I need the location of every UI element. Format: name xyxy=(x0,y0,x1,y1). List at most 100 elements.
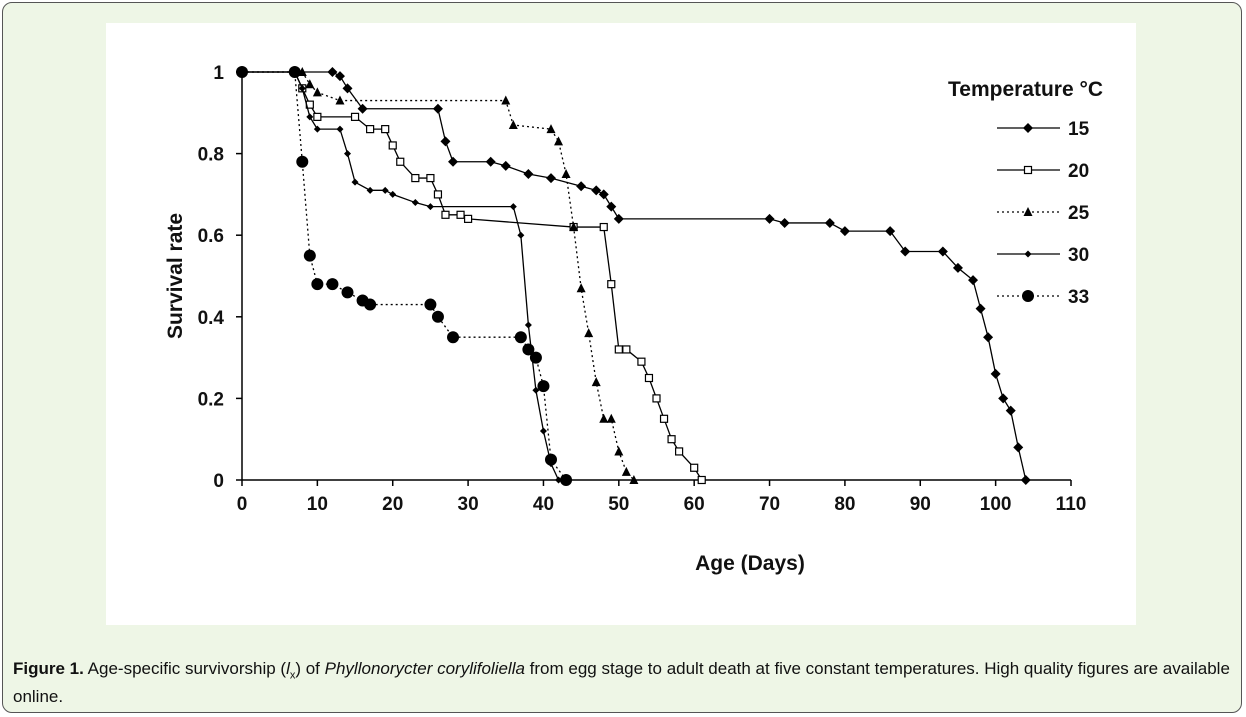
marker xyxy=(613,213,624,224)
marker xyxy=(839,226,850,237)
marker xyxy=(313,125,321,133)
marker xyxy=(500,160,511,171)
legend-label: 20 xyxy=(1068,161,1089,182)
marker xyxy=(659,414,669,423)
marker xyxy=(303,249,316,262)
marker xyxy=(366,186,374,194)
marker xyxy=(341,286,354,299)
x-tick-label: 100 xyxy=(980,494,1012,515)
marker xyxy=(344,150,352,158)
y-tick-label: 0.2 xyxy=(198,389,224,410)
marker xyxy=(675,447,684,456)
x-axis-label: Age (Days) xyxy=(695,552,805,575)
marker xyxy=(426,173,435,183)
marker xyxy=(539,427,547,435)
x-tick-label: 60 xyxy=(684,494,705,515)
marker xyxy=(447,331,460,344)
marker xyxy=(1020,475,1031,485)
marker xyxy=(1024,250,1032,258)
marker xyxy=(968,275,979,286)
marker xyxy=(411,199,419,207)
marker xyxy=(599,222,608,232)
marker xyxy=(357,103,368,114)
marker xyxy=(779,217,790,228)
marker xyxy=(584,328,594,338)
marker xyxy=(524,321,532,329)
marker xyxy=(312,87,322,97)
caption-species: Phyllonorycter corylifoliella xyxy=(324,659,525,678)
marker xyxy=(606,413,616,423)
marker xyxy=(298,84,306,92)
marker xyxy=(1023,123,1033,133)
marker xyxy=(501,95,511,105)
marker xyxy=(576,283,586,293)
marker xyxy=(351,178,359,186)
marker xyxy=(697,475,706,485)
caption-var: l xyxy=(286,659,290,678)
marker xyxy=(432,103,443,114)
series-line xyxy=(242,71,560,481)
marker xyxy=(652,394,661,403)
marker xyxy=(396,157,405,166)
marker xyxy=(529,351,542,364)
marker xyxy=(1022,290,1034,302)
y-tick-label: 0 xyxy=(213,471,224,492)
caption-text: from egg stage to adult death at five co… xyxy=(13,659,1230,707)
marker xyxy=(342,83,353,94)
marker xyxy=(545,173,556,184)
x-tick-label: 0 xyxy=(237,494,248,515)
marker xyxy=(381,125,390,134)
x-tick-label: 70 xyxy=(759,494,780,515)
y-axis-label: Survival rate xyxy=(164,213,187,339)
marker xyxy=(296,155,309,168)
marker xyxy=(667,435,676,444)
marker xyxy=(236,66,248,78)
marker xyxy=(517,231,525,239)
marker xyxy=(288,66,301,78)
marker xyxy=(364,298,377,311)
marker xyxy=(644,373,654,383)
marker xyxy=(431,310,444,323)
legend-label: 30 xyxy=(1068,245,1089,266)
marker xyxy=(824,217,835,228)
marker xyxy=(629,475,639,484)
marker xyxy=(622,345,631,354)
marker xyxy=(433,190,443,199)
marker xyxy=(621,466,631,476)
marker xyxy=(560,474,573,486)
marker xyxy=(334,71,345,82)
marker xyxy=(555,476,563,484)
marker xyxy=(537,380,550,393)
caption: Figure 1. Age-specific survivorship (lx)… xyxy=(13,658,1233,708)
marker xyxy=(514,331,527,344)
marker xyxy=(327,67,338,77)
marker xyxy=(1023,207,1033,216)
legend-label: 25 xyxy=(1068,203,1090,224)
caption-text: ) of xyxy=(295,659,325,678)
marker xyxy=(448,156,459,167)
marker xyxy=(336,125,344,133)
y-tick-label: 0.4 xyxy=(198,308,225,329)
y-tick-label: 1 xyxy=(213,63,224,84)
x-tick-label: 20 xyxy=(382,494,403,515)
marker xyxy=(569,222,579,232)
marker xyxy=(388,141,397,150)
marker xyxy=(463,214,473,223)
marker xyxy=(313,112,322,121)
marker xyxy=(485,156,496,167)
series-line xyxy=(242,71,703,481)
marker xyxy=(1005,405,1016,416)
marker xyxy=(426,203,434,211)
legend-title: Temperature °C xyxy=(948,78,1103,101)
marker xyxy=(424,298,437,311)
caption-text: Age-specific survivorship ( xyxy=(87,659,287,678)
marker xyxy=(306,113,314,121)
marker xyxy=(456,210,465,219)
marker xyxy=(411,173,420,183)
marker xyxy=(441,210,450,219)
x-tick-label: 80 xyxy=(834,494,855,515)
marker xyxy=(554,136,564,146)
marker xyxy=(522,343,535,356)
series-line xyxy=(242,71,567,481)
marker xyxy=(523,169,534,179)
